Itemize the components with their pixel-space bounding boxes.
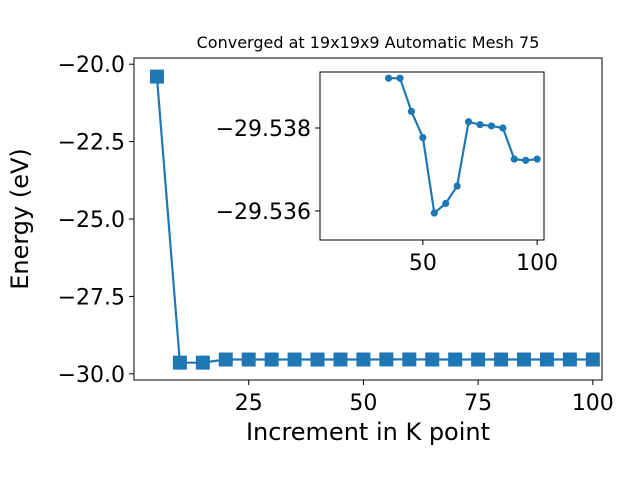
inset-ticks: 50 100 −29.538 −29.536 (216, 117, 559, 276)
data-point (172, 355, 187, 370)
y-tick-label: −29.536 (216, 200, 311, 225)
inset-series-points (384, 74, 541, 217)
data-point (494, 352, 509, 367)
data-point (407, 107, 416, 116)
data-point (195, 355, 210, 370)
data-point (453, 182, 461, 190)
data-point (402, 352, 417, 367)
data-point (476, 121, 484, 129)
data-point (585, 352, 600, 367)
data-point (396, 74, 404, 82)
inset-series-line (388, 77, 538, 216)
y-tick-label: −29.538 (216, 117, 311, 142)
data-point (425, 352, 440, 367)
main-series-points (149, 69, 600, 370)
data-point (419, 133, 427, 142)
data-point (562, 352, 577, 367)
data-point (218, 352, 233, 367)
y-tick-label: −22.5 (58, 131, 125, 156)
data-point (333, 352, 348, 367)
x-tick-label: 100 (572, 391, 614, 416)
data-point (539, 352, 554, 367)
data-point (287, 352, 302, 367)
y-axis-label: Energy (eV) (6, 148, 34, 290)
data-point (464, 118, 473, 126)
data-point (487, 122, 496, 130)
data-point (430, 209, 438, 217)
data-point (471, 352, 486, 367)
y-tick-label: −27.5 (58, 285, 125, 310)
y-tick-label: −30.0 (58, 363, 125, 388)
y-tick-label: −25.0 (58, 208, 125, 233)
data-point (499, 124, 507, 132)
data-point (264, 352, 279, 367)
data-point (379, 352, 394, 367)
x-tick-label: 75 (464, 391, 492, 416)
data-point (442, 199, 450, 208)
data-point (510, 155, 518, 163)
data-point (522, 156, 530, 164)
x-tick-label: 100 (516, 251, 558, 276)
data-point (310, 352, 325, 367)
data-point (533, 155, 541, 163)
x-tick-label: 25 (235, 391, 263, 416)
data-point (448, 352, 463, 367)
data-point (241, 352, 256, 367)
inset-plot-frame (319, 71, 545, 241)
main-plot-frame (133, 57, 603, 381)
data-point (384, 74, 393, 82)
data-point (517, 352, 531, 367)
x-tick-label: 50 (349, 391, 377, 416)
y-tick-label: −20.0 (58, 53, 125, 78)
x-axis-label: Increment in K point (246, 418, 490, 446)
data-point (356, 352, 371, 367)
main-ticks: 25 50 75 100 −20.0 −22.5 −25.0 −27.5 −30.0 (58, 53, 614, 416)
chart-title: Converged at 19x19x9 Automatic Mesh 75 (197, 33, 540, 52)
x-tick-label: 50 (409, 251, 437, 276)
data-point (149, 69, 164, 84)
